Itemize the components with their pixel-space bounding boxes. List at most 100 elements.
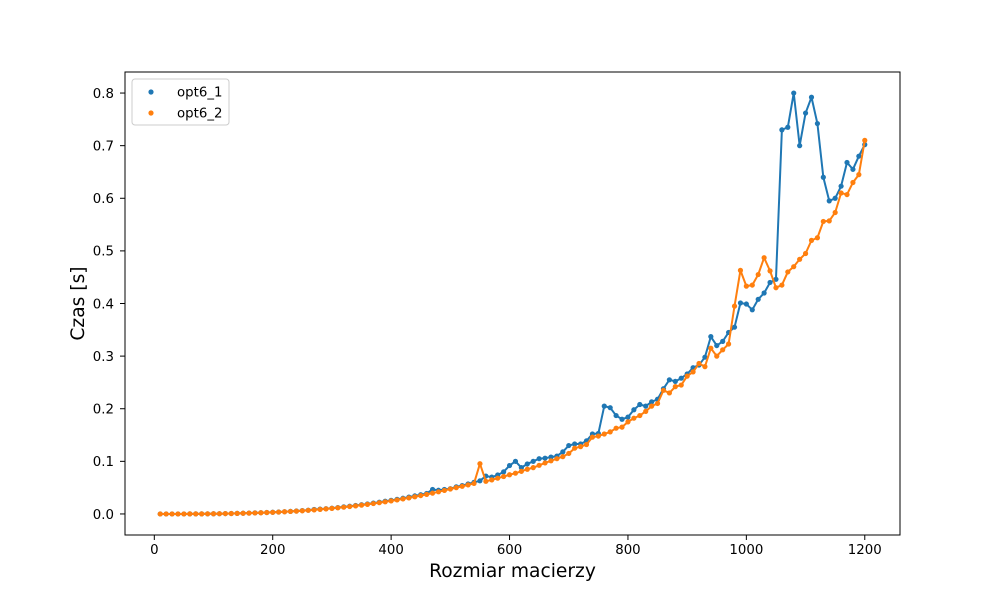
y-tick-label: 0.0 (93, 508, 114, 523)
data-point-opt6_2 (270, 509, 276, 515)
data-point-opt6_1 (672, 378, 678, 384)
data-point-opt6_2 (501, 473, 507, 480)
data-point-opt6_2 (560, 454, 566, 460)
data-point-opt6_1 (649, 399, 655, 405)
data-point-opt6_2 (595, 433, 601, 439)
data-point-opt6_2 (447, 486, 453, 492)
data-point-opt6_1 (785, 124, 791, 130)
data-point-opt6_1 (797, 143, 803, 149)
data-point-opt6_2 (755, 271, 761, 278)
data-point-opt6_1 (625, 414, 631, 420)
data-point-opt6_1 (720, 338, 726, 344)
data-point-opt6_2 (613, 425, 619, 431)
data-point-opt6_1 (844, 159, 850, 166)
data-point-opt6_2 (554, 456, 560, 462)
data-point-opt6_1 (856, 153, 862, 159)
x-tick-label: 1000 (729, 543, 763, 558)
data-point-opt6_2 (761, 255, 767, 261)
data-point-opt6_2 (305, 507, 311, 513)
data-point-opt6_2 (394, 497, 400, 503)
x-tick-label: 400 (378, 543, 403, 558)
data-point-opt6_2 (862, 137, 868, 143)
data-point-opt6_2 (424, 491, 430, 497)
data-point-opt6_2 (465, 482, 471, 488)
y-tick-label: 0.7 (93, 139, 114, 154)
data-point-opt6_2 (512, 470, 519, 476)
y-axis-ticks: 0.0 0.1 0.2 0.3 0.4 0.5 0.6 0.7 0.8 (93, 87, 125, 523)
data-point-opt6_1 (643, 403, 649, 409)
data-point-opt6_2 (210, 511, 217, 517)
data-point-opt6_1 (601, 403, 607, 409)
plot-area (125, 72, 900, 535)
data-point-opt6_2 (418, 492, 424, 499)
data-point-opt6_2 (714, 353, 720, 359)
data-point-opt6_2 (684, 373, 690, 379)
data-point-opt6_1 (820, 174, 826, 180)
data-point-opt6_1 (838, 183, 844, 189)
data-point-opt6_1 (607, 405, 613, 411)
data-point-opt6_2 (808, 237, 815, 243)
data-point-opt6_2 (181, 511, 187, 517)
data-point-opt6_2 (329, 505, 335, 511)
series-layer (157, 90, 868, 517)
data-point-opt6_2 (619, 424, 625, 430)
legend-marker-opt6_2 (148, 110, 154, 116)
data-point-opt6_1 (749, 307, 755, 313)
data-point-opt6_1 (560, 449, 566, 455)
data-point-opt6_2 (666, 390, 672, 396)
data-point-opt6_2 (353, 503, 359, 509)
data-point-opt6_1 (814, 120, 821, 127)
data-point-opt6_2 (607, 429, 613, 435)
data-point-opt6_1 (832, 195, 838, 201)
data-point-opt6_2 (832, 209, 838, 216)
data-point-opt6_2 (276, 509, 282, 515)
data-point-opt6_1 (714, 342, 720, 349)
data-point-opt6_2 (246, 510, 252, 516)
data-point-opt6_1 (501, 469, 507, 475)
y-tick-label: 0.3 (93, 350, 114, 365)
data-point-opt6_1 (779, 127, 785, 133)
data-point-opt6_2 (548, 458, 554, 464)
data-point-opt6_1 (530, 458, 536, 464)
data-point-opt6_2 (779, 282, 785, 288)
data-point-opt6_2 (820, 218, 826, 225)
data-point-opt6_2 (601, 431, 607, 437)
data-point-opt6_2 (281, 509, 288, 515)
x-axis-ticks: 0 200 400 600 800 1000 1200 (150, 535, 882, 558)
data-point-opt6_2 (358, 502, 365, 508)
data-point-opt6_2 (204, 511, 211, 517)
data-point-opt6_2 (216, 511, 223, 517)
data-point-opt6_1 (702, 354, 708, 360)
data-point-opt6_2 (495, 475, 501, 481)
data-point-opt6_1 (477, 478, 483, 484)
data-point-opt6_1 (737, 300, 744, 306)
data-point-opt6_2 (749, 282, 755, 288)
series-opt6_2 (157, 137, 868, 517)
data-point-opt6_2 (802, 250, 809, 257)
data-point-opt6_1 (761, 290, 767, 296)
data-point-opt6_2 (625, 419, 631, 425)
data-point-opt6_1 (631, 407, 637, 413)
data-point-opt6_2 (471, 480, 477, 487)
data-point-opt6_2 (364, 501, 371, 507)
data-point-opt6_2 (335, 505, 341, 511)
data-point-opt6_1 (619, 416, 625, 422)
data-point-opt6_2 (228, 510, 234, 517)
data-point-opt6_1 (637, 401, 643, 408)
y-tick-label: 0.6 (93, 192, 114, 207)
data-point-opt6_2 (317, 506, 323, 512)
data-point-opt6_2 (169, 511, 175, 517)
data-point-opt6_2 (743, 283, 749, 289)
data-point-opt6_1 (826, 198, 832, 204)
data-point-opt6_1 (536, 456, 542, 462)
data-point-opt6_2 (193, 511, 199, 517)
data-point-opt6_2 (187, 511, 193, 517)
data-point-opt6_1 (767, 279, 773, 286)
data-point-opt6_2 (637, 412, 643, 419)
data-point-opt6_1 (566, 442, 572, 449)
data-point-opt6_2 (435, 489, 442, 495)
data-point-opt6_2 (731, 303, 738, 309)
data-point-opt6_2 (252, 510, 258, 516)
data-point-opt6_2 (388, 498, 394, 504)
